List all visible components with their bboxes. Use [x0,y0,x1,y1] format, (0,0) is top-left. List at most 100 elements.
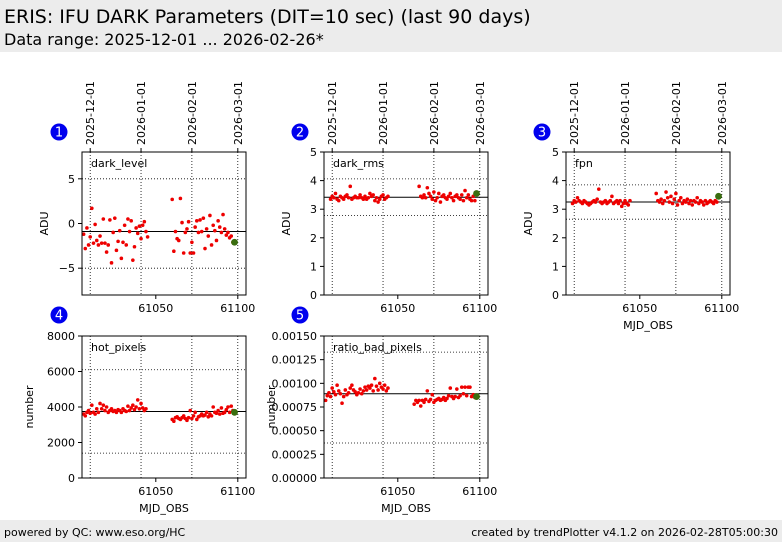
data-point [700,200,704,204]
data-point [190,240,194,245]
data-point [104,250,109,254]
date-tick-label: 2026-03-01 [474,81,487,145]
data-point [469,198,474,203]
data-point [603,198,608,203]
data-point [580,201,585,206]
data-point [458,197,462,201]
data-point [680,201,685,206]
data-point [83,246,88,251]
data-point [437,191,441,196]
footer-powered-by[interactable]: powered by QC: www.eso.org/HC [4,526,186,539]
data-point [619,204,624,209]
data-point [420,195,425,200]
data-point [455,193,459,197]
data-point [621,201,626,206]
last-data-point [715,192,722,200]
data-point [374,384,379,388]
data-point [441,395,446,400]
data-point [206,234,211,238]
data-point [124,243,129,247]
data-point [417,398,421,403]
data-point [368,386,372,390]
data-point [229,404,234,408]
date-tick-label: 2026-02-01 [428,81,441,145]
data-point [131,258,135,262]
data-point [432,190,436,194]
data-point [135,231,140,236]
data-point [91,241,96,245]
data-point [328,394,333,399]
y-tick-label: 3 [552,203,559,216]
data-point [101,217,106,221]
chart-dark_level: 1 −5 0 5 61050 61100 2025-12-01 2026-01-01 2026-… [38,81,255,315]
data-point [377,381,382,386]
last-data-point [473,190,480,197]
data-point [98,234,102,238]
date-tick-label: 2026-02-01 [186,81,199,145]
data-point [423,397,428,402]
date-tick-label: 2026-03-01 [716,81,729,145]
header-band: ERIS: IFU DARK Parameters (DIT=10 sec) (… [0,0,782,52]
data-point [186,219,191,224]
data-point [458,393,462,398]
data-point [364,388,369,392]
data-point [191,251,196,255]
axes-frame [565,151,731,296]
data-point [425,389,430,393]
data-point [211,405,215,409]
data-point [98,401,102,406]
data-point [127,408,132,413]
data-point [574,200,578,204]
data-point [366,195,371,200]
data-point [198,218,202,222]
data-point [451,198,456,203]
date-tick-label: 2025-12-01 [326,81,339,145]
data-point [386,386,390,390]
data-point [172,249,176,254]
data-point [336,389,341,393]
data-point [96,243,101,247]
panel-number: 5 [296,309,304,324]
x-tick-label: 61050 [380,485,415,498]
y-axis-label: ADU [522,211,535,235]
data-point [181,414,186,418]
data-point [176,238,181,243]
data-point [374,195,379,200]
y-tick-label: 2 [552,232,559,245]
data-point [448,191,453,196]
data-point [441,193,446,197]
y-tick-label: 6000 [47,366,75,379]
data-point [185,418,189,423]
data-point [455,387,459,391]
data-point [209,414,214,418]
data-point [687,201,691,206]
data-point [448,386,453,390]
footer-band: powered by QC: www.eso.org/HC created by… [0,520,782,542]
data-point [111,230,115,235]
data-point [371,389,376,393]
data-point [139,401,143,406]
data-point [180,220,184,225]
data-point [610,194,614,199]
data-point [341,197,346,201]
data-point [229,234,234,238]
data-point [106,243,111,247]
data-point [129,219,133,223]
data-point [227,410,232,415]
data-point [139,236,143,241]
y-axis-label: number [265,385,278,428]
data-point [459,385,464,389]
y-tick-label: −5 [59,262,75,275]
data-point [711,201,716,206]
data-point [213,228,217,233]
data-point [124,409,129,414]
panel-badge [533,123,551,141]
data-point [376,200,380,204]
date-tick-label: 2026-02-01 [670,81,683,145]
panel-number: 1 [55,126,63,141]
data-point [332,390,336,394]
data-point [348,184,353,189]
y-tick-label: 0 [552,289,559,302]
data-point [119,256,124,261]
chart-fpn: 3 0 1 2 3 4 5 61050 61100 2025-12-01 2026-01-01 202… [522,81,739,332]
